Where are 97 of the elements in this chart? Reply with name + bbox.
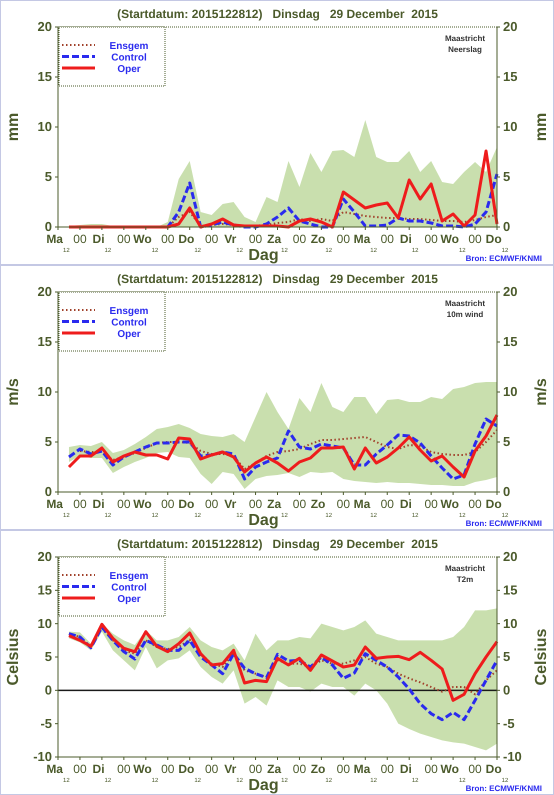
x-tick-label: 00 [336,232,350,246]
y2-tick-label: 20 [503,284,518,300]
x-tick-label: 00 [468,232,482,246]
legend-label: Ensgem [110,41,149,52]
legend-label: Ensgem [110,571,149,582]
x-tick-label: 00 [424,497,438,511]
x-tick-label: 00 [380,762,394,776]
text: Bron: ECMWF/KNMI [466,784,542,793]
y-tick-label: 0 [44,682,52,698]
x-tick-label: 00 [248,497,263,511]
line-series [67,150,498,228]
x-tick-label: 00 [468,497,482,511]
y2-tick-label: 0 [503,219,510,234]
y2-axis-title: m/s [533,378,550,406]
y2-tick-label: -10 [503,749,522,764]
x-tick-label: 00 [424,762,438,776]
y-axis-title: Celsius [5,628,22,686]
y-tick-label: 15 [38,582,52,598]
annotation: Maastricht [444,34,486,43]
legend-label: Ensgem [110,306,149,317]
y2-tick-label: 10 [503,384,518,400]
chart-title: (Startdatum: 2015122812) Dinsdag 29 December 2015 [117,537,438,551]
y-tick-label: 0 [44,484,52,500]
y-tick-label: 10 [38,384,52,400]
x-tick-label: 00 [468,762,482,776]
line-series [78,429,498,470]
y2-tick-label: 20 [503,19,518,34]
y2-tick-label: 0 [503,484,510,500]
x-tick-label: 00 [424,232,438,246]
legend-label: Control [111,52,147,64]
y2-tick-label: 0 [503,682,510,698]
annotation: T2m [456,575,474,584]
x-tick-label: 00 [73,497,87,511]
annotation: 10m wind [446,310,484,319]
x-tick-label: 00 [336,762,350,776]
chart-title: (Startdatum: 2015122812) Dinsdag 29 December 2015 [117,7,438,21]
y2-tick-label: 20 [503,549,518,564]
y-tick-label: 5 [44,434,52,450]
x-tick-label: 00 [117,497,131,511]
x-tick-label: 00 [292,232,306,246]
y-tick-label: 15 [38,334,52,350]
y-tick-label: 20 [38,549,52,564]
x-tick-label: 00 [161,232,175,246]
y-tick-label: 10 [38,119,52,134]
x-axis-title: Dag [248,512,279,529]
x-tick-label: 00 [117,232,131,246]
x-tick-label: 00 [73,232,87,246]
y-tick-label: 0 [44,219,52,234]
line-series [67,626,498,722]
y2-axis-title: Celsius [533,628,550,686]
text: Bron: ECMWF/KNMI [466,254,542,263]
y-tick-label: 20 [38,19,52,34]
y-tick-label: 10 [38,616,52,631]
y-tick-label: 5 [44,169,52,184]
text: Bron: ECMWF/KNMI [466,519,542,528]
x-tick-label: 00 [204,497,219,511]
x-axis-title: Dag [248,777,279,794]
y2-axis-title: mm [533,112,550,142]
legend-label: Oper [117,329,141,340]
x-tick-label: 00 [204,762,219,776]
y2-tick-label: -5 [503,716,515,731]
chart-title: (Startdatum: 2015122812) Dinsdag 29 December 2015 [117,272,438,286]
legend-label: Oper [117,594,141,605]
x-tick-label: 00 [248,762,263,776]
legend-label: Control [111,582,147,594]
x-tick-label: 00 [204,232,219,246]
x-tick-label: 00 [380,497,394,511]
y2-tick-label: 5 [503,169,510,184]
annotation: Maastricht [444,299,486,308]
x-tick-label: 00 [161,497,175,511]
y-tick-label: 15 [38,69,52,84]
y2-tick-label: 15 [503,334,518,350]
y2-tick-label: 10 [503,616,518,631]
y2-tick-label: 15 [503,69,518,84]
y-tick-label: -5 [40,716,52,731]
y-tick-label: 5 [44,649,52,664]
x-tick-label: 00 [292,762,306,776]
x-tick-label: 00 [161,762,175,776]
x-axis-title: Dag [248,247,279,264]
annotation: Neerslag [448,45,482,54]
x-tick-label: 00 [73,762,87,776]
y2-tick-label: 10 [503,119,518,134]
y2-tick-label: 5 [503,434,510,450]
annotation: Maastricht [444,564,486,573]
y-axis-title: m/s [5,378,22,406]
y-axis-title: mm [5,112,22,142]
legend-label: Control [111,318,147,328]
y2-tick-label: 15 [503,582,518,598]
x-tick-label: 00 [292,497,306,511]
x-tick-label: 00 [248,232,263,246]
x-tick-label: 00 [117,762,131,776]
x-tick-label: 00 [380,232,394,246]
y-tick-label: 20 [38,284,52,300]
legend-label: Oper [117,64,141,75]
x-tick-label: 00 [336,497,350,511]
y-tick-label: -10 [33,749,52,764]
y2-tick-label: 5 [503,649,510,664]
